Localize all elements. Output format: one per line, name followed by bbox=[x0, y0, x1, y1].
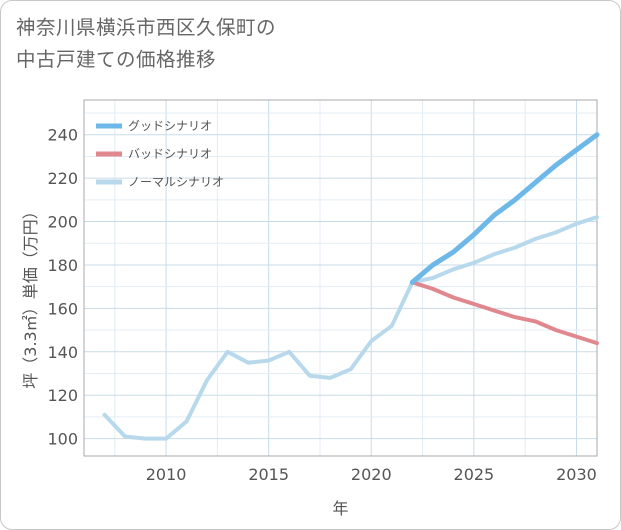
chart-title: 神奈川県横浜市西区久保町の 中古戸建ての価格推移 bbox=[16, 12, 276, 76]
x-tick-label: 2015 bbox=[248, 465, 289, 484]
x-tick-label: 2025 bbox=[454, 465, 495, 484]
series-line-good bbox=[409, 132, 600, 285]
y-tick-label: 140 bbox=[47, 343, 78, 362]
chart-title-line1: 神奈川県横浜市西区久保町の bbox=[16, 16, 277, 39]
legend-label: バッドシナリオ bbox=[128, 147, 212, 161]
x-tick-label: 2010 bbox=[146, 465, 187, 484]
series-line-bad bbox=[410, 280, 599, 346]
y-axis-label: 坪（3.3㎡）単価（万円） bbox=[21, 203, 40, 388]
y-tick-label: 200 bbox=[47, 213, 78, 232]
x-tick-label: 2030 bbox=[556, 465, 597, 484]
y-tick-label: 160 bbox=[47, 299, 78, 318]
tick-labels: 2010 2015 2020 2025 2030 100 120 140 160 180 200 22… bbox=[47, 126, 596, 484]
series-group bbox=[102, 132, 600, 441]
y-tick-label: 180 bbox=[47, 256, 78, 275]
y-tick-label: 240 bbox=[47, 126, 78, 145]
chart-title-line2: 中古戸建ての価格推移 bbox=[16, 48, 217, 71]
legend-label: ノーマルシナリオ bbox=[128, 175, 224, 189]
legend-label: グッドシナリオ bbox=[128, 119, 212, 133]
series-line-normal bbox=[102, 215, 599, 441]
y-tick-label: 220 bbox=[47, 169, 78, 188]
plot-area bbox=[83, 99, 598, 457]
y-tick-label: 120 bbox=[47, 386, 78, 405]
grid bbox=[84, 100, 597, 456]
y-tick-label: 100 bbox=[47, 430, 78, 449]
x-tick-label: 2020 bbox=[351, 465, 392, 484]
x-axis-label: 年 bbox=[332, 499, 348, 518]
